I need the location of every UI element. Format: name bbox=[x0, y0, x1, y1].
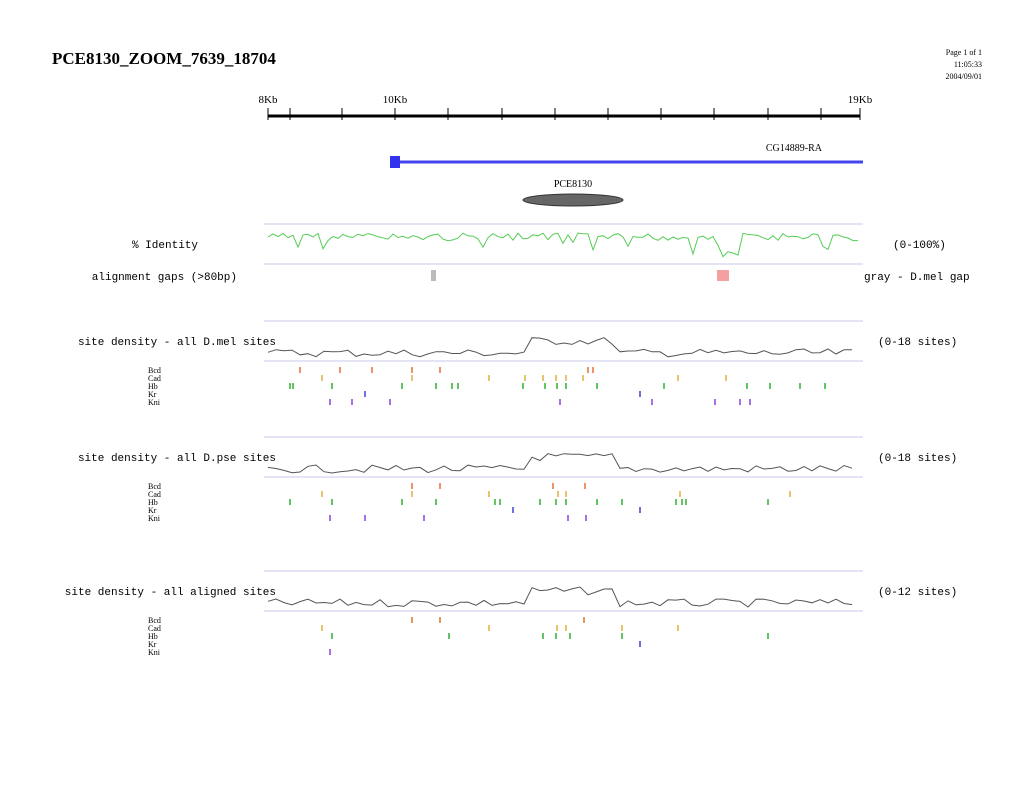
factor-label: Kni bbox=[148, 398, 161, 407]
density-trace bbox=[267, 453, 853, 474]
factor-label: Hb bbox=[148, 382, 158, 391]
factor-label: Bcd bbox=[148, 616, 161, 625]
track-range: (0-18 sites) bbox=[878, 453, 957, 465]
time: 11:05:33 bbox=[954, 60, 982, 69]
element-shape bbox=[522, 193, 624, 207]
factor-label: Bcd bbox=[148, 482, 161, 491]
factor-label: Cad bbox=[148, 490, 161, 499]
track-label: site density - all D.mel sites bbox=[78, 337, 276, 349]
date: 2004/09/01 bbox=[946, 72, 982, 81]
factor-label: Kr bbox=[148, 506, 157, 515]
identity-label: % Identity bbox=[132, 240, 198, 252]
gaps-legend: gray - D.mel gap bbox=[864, 272, 970, 284]
factor-label: Cad bbox=[148, 624, 161, 633]
density-trace bbox=[267, 337, 853, 358]
page-number: Page 1 of 1 bbox=[946, 48, 982, 57]
ruler-label: 19Kb bbox=[848, 94, 873, 106]
factor-label: Cad bbox=[148, 374, 161, 383]
factor-label: Kr bbox=[148, 390, 157, 399]
identity-range: (0-100%) bbox=[893, 240, 946, 252]
track-range: (0-12 sites) bbox=[878, 587, 957, 599]
track-label: site density - all D.pse sites bbox=[78, 453, 276, 465]
factor-label: Hb bbox=[148, 632, 158, 641]
gap-mark bbox=[717, 270, 729, 281]
track-label: site density - all aligned sites bbox=[65, 587, 276, 599]
gene-label: CG14889-RA bbox=[766, 143, 823, 154]
factor-label: Kni bbox=[148, 514, 161, 523]
gene-start bbox=[390, 156, 400, 168]
factor-label: Hb bbox=[148, 498, 158, 507]
identity-trace bbox=[267, 232, 858, 258]
gaps-label: alignment gaps (>80bp) bbox=[92, 272, 237, 284]
title: PCE8130_ZOOM_7639_18704 bbox=[52, 49, 276, 68]
factor-label: Kni bbox=[148, 648, 161, 657]
gap-mark bbox=[431, 270, 436, 281]
track-range: (0-18 sites) bbox=[878, 337, 957, 349]
factor-label: Bcd bbox=[148, 366, 161, 375]
ruler-label: 10Kb bbox=[383, 94, 408, 106]
element-label: PCE8130 bbox=[554, 179, 592, 190]
factor-label: Kr bbox=[148, 640, 157, 649]
ruler-label: 8Kb bbox=[259, 94, 278, 106]
density-trace bbox=[267, 586, 853, 608]
